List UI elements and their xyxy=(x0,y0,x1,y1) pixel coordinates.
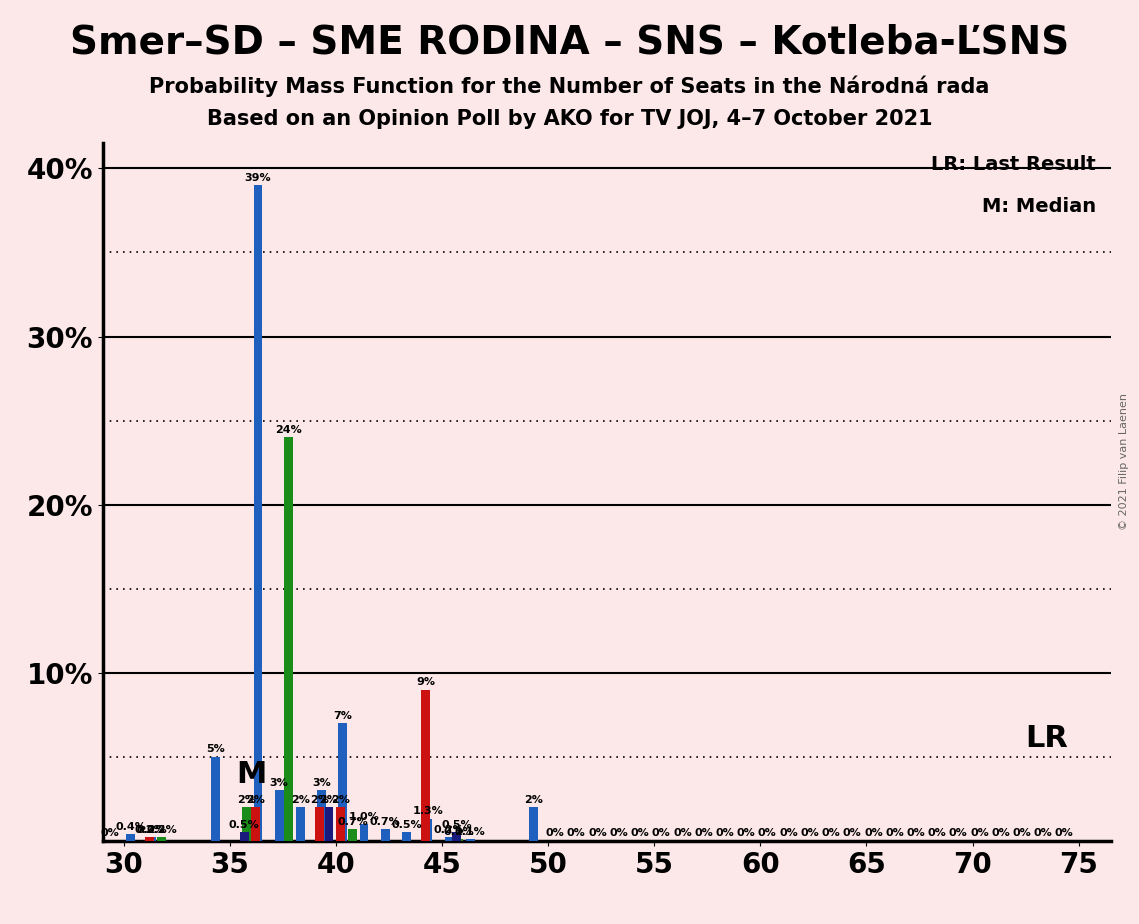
Text: © 2021 Filip van Laenen: © 2021 Filip van Laenen xyxy=(1120,394,1129,530)
Text: 0.2%: 0.2% xyxy=(137,825,167,835)
Text: 0%: 0% xyxy=(801,828,819,838)
Text: 0%: 0% xyxy=(843,828,861,838)
Text: 0.2%: 0.2% xyxy=(434,825,465,835)
Bar xyxy=(147,837,156,841)
Text: 0%: 0% xyxy=(779,828,797,838)
Bar xyxy=(466,839,475,841)
Text: 0.7%: 0.7% xyxy=(337,817,368,827)
Bar xyxy=(126,834,136,841)
Text: 0.1%: 0.1% xyxy=(454,827,485,836)
Text: LR: LR xyxy=(1025,724,1068,753)
Text: 2%: 2% xyxy=(331,795,350,805)
Text: 0%: 0% xyxy=(673,828,691,838)
Text: Based on an Opinion Poll by AKO for TV JOJ, 4–7 October 2021: Based on an Opinion Poll by AKO for TV J… xyxy=(206,109,933,129)
Text: 0%: 0% xyxy=(546,828,565,838)
Bar xyxy=(530,808,539,841)
Text: M: M xyxy=(236,760,267,789)
Text: 0%: 0% xyxy=(631,828,649,838)
Bar xyxy=(316,808,323,841)
Text: 39%: 39% xyxy=(245,173,271,183)
Text: 7%: 7% xyxy=(334,711,352,721)
Bar xyxy=(285,437,293,841)
Text: 0%: 0% xyxy=(1034,828,1052,838)
Bar xyxy=(402,833,411,841)
Text: 0%: 0% xyxy=(757,828,777,838)
Text: 0%: 0% xyxy=(991,828,1010,838)
Text: 0%: 0% xyxy=(609,828,628,838)
Text: 0.5%: 0.5% xyxy=(391,820,421,830)
Bar xyxy=(421,689,431,841)
Text: 0%: 0% xyxy=(821,828,841,838)
Text: 0%: 0% xyxy=(100,828,118,838)
Text: 24%: 24% xyxy=(276,425,302,435)
Text: 2%: 2% xyxy=(524,795,543,805)
Text: 5%: 5% xyxy=(206,744,224,754)
Text: M: Median: M: Median xyxy=(982,197,1096,216)
Bar xyxy=(380,829,390,841)
Text: 0.5%: 0.5% xyxy=(229,820,260,830)
Text: 0%: 0% xyxy=(652,828,671,838)
Text: 0%: 0% xyxy=(927,828,947,838)
Text: 0.4%: 0.4% xyxy=(115,821,146,832)
Bar xyxy=(254,185,262,841)
Bar xyxy=(318,790,326,841)
Text: 0%: 0% xyxy=(885,828,904,838)
Bar xyxy=(444,837,453,841)
Text: 0%: 0% xyxy=(588,828,607,838)
Text: 0.2%: 0.2% xyxy=(146,825,177,835)
Text: 0%: 0% xyxy=(970,828,989,838)
Text: 0%: 0% xyxy=(949,828,968,838)
Text: Smer–SD – SME RODINA – SNS – Kotleba-ĽSNS: Smer–SD – SME RODINA – SNS – Kotleba-ĽSN… xyxy=(69,23,1070,61)
Bar xyxy=(454,839,462,841)
Bar xyxy=(296,808,305,841)
Bar xyxy=(252,808,260,841)
Text: 0%: 0% xyxy=(567,828,585,838)
Text: 0%: 0% xyxy=(865,828,883,838)
Text: 0%: 0% xyxy=(737,828,755,838)
Text: 0.2%: 0.2% xyxy=(134,825,165,835)
Bar xyxy=(325,808,334,841)
Bar xyxy=(338,723,347,841)
Text: 0%: 0% xyxy=(1055,828,1074,838)
Text: 1.3%: 1.3% xyxy=(412,807,443,817)
Text: LR: Last Result: LR: Last Result xyxy=(931,155,1096,174)
Bar xyxy=(452,833,461,841)
Text: 2%: 2% xyxy=(290,795,310,805)
Text: 0%: 0% xyxy=(907,828,925,838)
Text: 9%: 9% xyxy=(416,677,435,687)
Text: 1.0%: 1.0% xyxy=(349,811,379,821)
Text: Probability Mass Function for the Number of Seats in the Národná rada: Probability Mass Function for the Number… xyxy=(149,76,990,97)
Bar xyxy=(349,829,357,841)
Text: 0.5%: 0.5% xyxy=(441,820,472,830)
Text: 3%: 3% xyxy=(270,778,288,788)
Bar xyxy=(241,808,251,841)
Text: 0.1%: 0.1% xyxy=(443,827,474,836)
Bar xyxy=(146,837,154,841)
Text: 2%: 2% xyxy=(237,795,256,805)
Bar xyxy=(424,819,432,841)
Text: 2%: 2% xyxy=(310,795,329,805)
Text: 0%: 0% xyxy=(1013,828,1031,838)
Text: 2%: 2% xyxy=(246,795,265,805)
Bar xyxy=(274,790,284,841)
Bar xyxy=(360,824,368,841)
Text: 0%: 0% xyxy=(715,828,735,838)
Bar xyxy=(240,833,248,841)
Bar xyxy=(211,757,220,841)
Text: 3%: 3% xyxy=(312,778,331,788)
Text: 0%: 0% xyxy=(695,828,713,838)
Text: 2%: 2% xyxy=(320,795,338,805)
Bar xyxy=(336,808,345,841)
Text: 0.7%: 0.7% xyxy=(370,817,401,827)
Bar xyxy=(157,837,166,841)
